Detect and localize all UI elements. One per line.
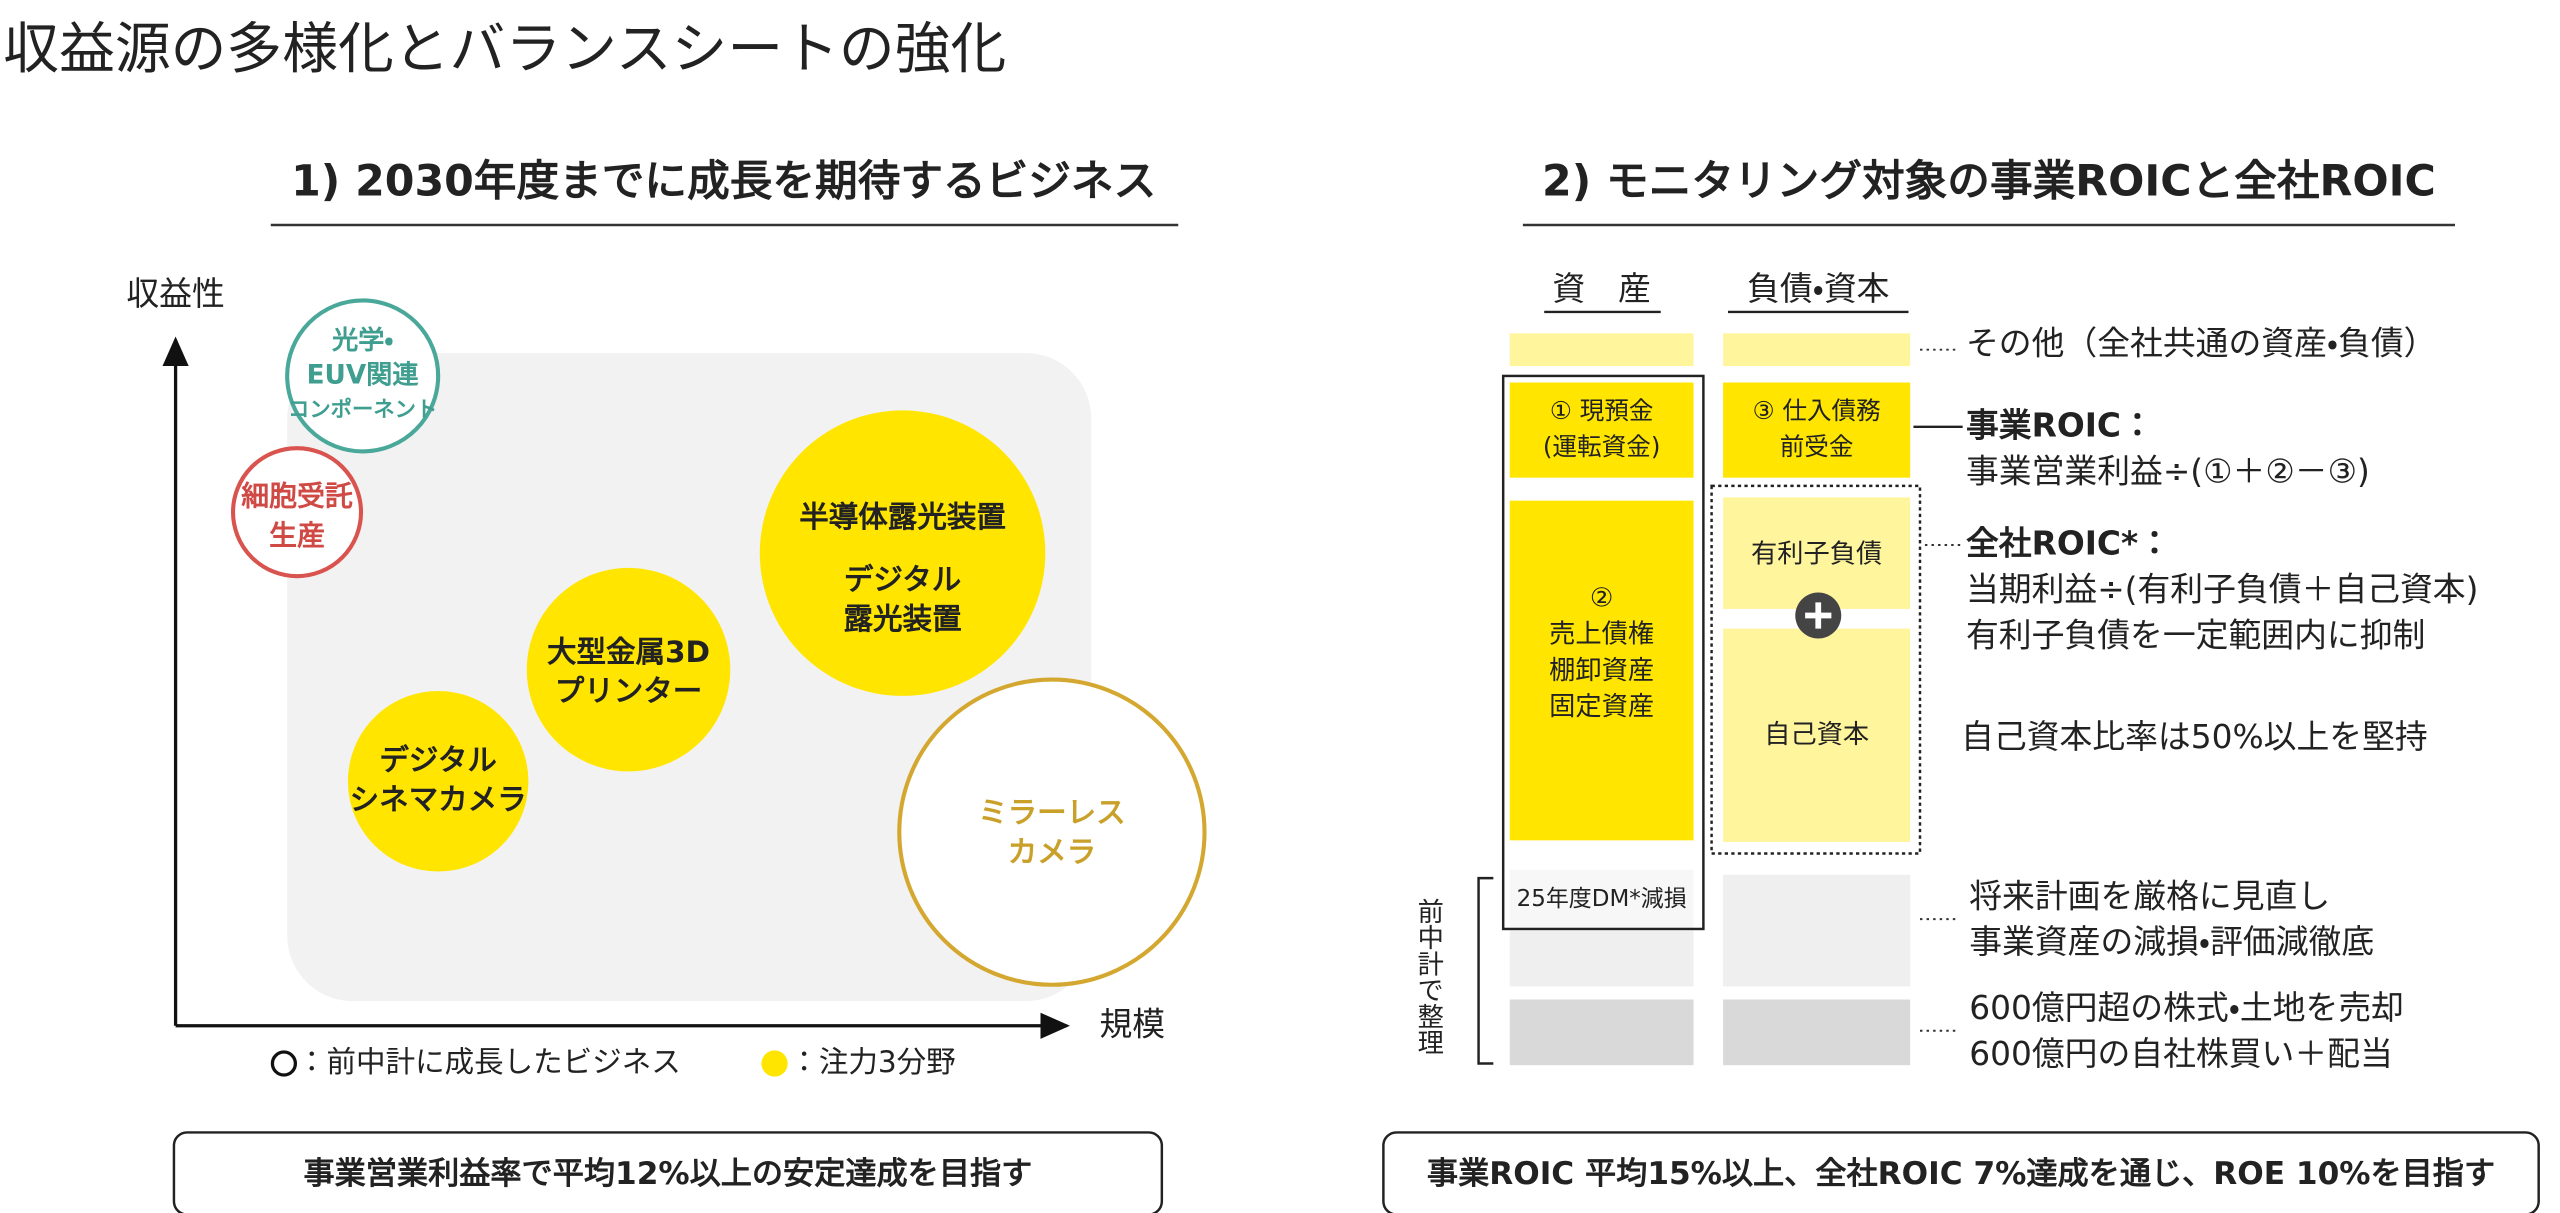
column-label: 負債・資本	[1747, 270, 1889, 308]
text: (運転資金)	[1543, 432, 1661, 461]
text: コンポーネント	[288, 396, 437, 422]
block	[1723, 628, 1911, 842]
text: 固定資産	[1549, 692, 1654, 722]
text: ②	[1590, 584, 1614, 614]
goal: 事業ROIC 平均15%以上、全社ROIC 7%達成を通じ、ROE 10%を目指…	[1427, 1156, 2495, 1192]
bubble-label: 光学・ EUV関連 コンポーネント	[288, 325, 437, 422]
plus-sign	[1805, 602, 1832, 629]
legend-symbol	[761, 1050, 788, 1077]
goal-box	[1382, 1131, 2540, 1213]
bubble	[759, 410, 1046, 696]
text: 光学・	[331, 325, 393, 356]
text: 露光装置	[844, 602, 962, 636]
block	[1509, 333, 1694, 367]
bracket	[1477, 876, 1494, 1065]
block	[1509, 930, 1694, 987]
note-title: 全社ROIC*：	[1966, 524, 2171, 562]
dotted-frame	[1710, 484, 1922, 855]
text: 半導体露光装置	[799, 500, 1006, 534]
bracket-label: 前中計で整理	[1413, 898, 1444, 1056]
block	[1509, 999, 1694, 1066]
text: デジタル	[844, 563, 961, 597]
x-axis-label: 規模	[1099, 1005, 1165, 1043]
note: 600億円の自社株買い＋配当	[1969, 1035, 2393, 1073]
text: ① 現預金	[1550, 396, 1654, 425]
note: その他（全社共通の資産・負債）	[1966, 324, 2437, 362]
text: 有利子負債	[1751, 539, 1882, 569]
text: ③ 仕入債務	[1752, 396, 1880, 425]
frame	[1501, 374, 1705, 931]
title: 収益源の多様化とバランスシートの強化	[3, 17, 1006, 82]
block	[1509, 500, 1694, 841]
text: カメラ	[1008, 835, 1097, 869]
note: 600億円超の株式・土地を売却	[1969, 989, 2404, 1027]
text: 細胞受託	[241, 479, 353, 512]
text: 前受金	[1780, 432, 1854, 461]
note: 有利子負債を一定範囲内に抑制	[1966, 616, 2425, 654]
text: プリンター	[555, 674, 703, 708]
text: 25年度DM*減損	[1517, 886, 1687, 912]
legend-label: ：注力3分野	[789, 1045, 955, 1079]
text: EUV関連	[307, 360, 420, 390]
block	[1723, 874, 1911, 987]
note: 将来計画を厳格に見直し	[1969, 877, 2330, 915]
bubble	[347, 691, 529, 872]
bubble	[526, 567, 731, 772]
bubble	[897, 677, 1207, 987]
note: 当期利益÷(有利子負債＋自己資本)	[1966, 570, 2478, 608]
bubble	[230, 446, 364, 579]
note: 事業資産の減損・評価減徹底	[1969, 923, 2374, 961]
heading: 1) 2030年度までに成長を期待するビジネス	[291, 156, 1156, 206]
text: 自己資本	[1764, 720, 1869, 750]
block	[1723, 999, 1911, 1066]
heading: 2) モニタリング対象の事業ROICと全社ROIC	[1542, 156, 2436, 206]
legend-symbol	[270, 1050, 298, 1077]
text: 生産	[269, 519, 325, 552]
text: 売上債権	[1549, 620, 1654, 650]
goal-box	[172, 1131, 1164, 1213]
y-axis-label: 収益性	[126, 275, 224, 313]
block	[1723, 333, 1911, 367]
block	[1509, 869, 1694, 929]
note: 事業営業利益÷(①＋②－③)	[1966, 452, 2370, 490]
note-title: 事業ROIC：	[1966, 406, 2154, 444]
text: 大型金属3D	[547, 635, 710, 669]
text: ミラーレス	[978, 796, 1126, 830]
block	[1509, 382, 1694, 478]
note: 自己資本比率は50%以上を堅持	[1961, 718, 2428, 756]
goal: 事業営業利益率で平均12%以上の安定達成を目指す	[303, 1156, 1032, 1192]
legend-label: ：前中計に成長したビジネス	[297, 1045, 681, 1079]
block	[1723, 497, 1911, 609]
bubble	[285, 298, 441, 454]
column-label: 資 産	[1552, 270, 1650, 308]
text: 棚卸資産	[1549, 656, 1654, 686]
text: デジタル	[379, 743, 496, 777]
text: シネマカメラ	[350, 782, 527, 816]
block	[1723, 382, 1911, 478]
